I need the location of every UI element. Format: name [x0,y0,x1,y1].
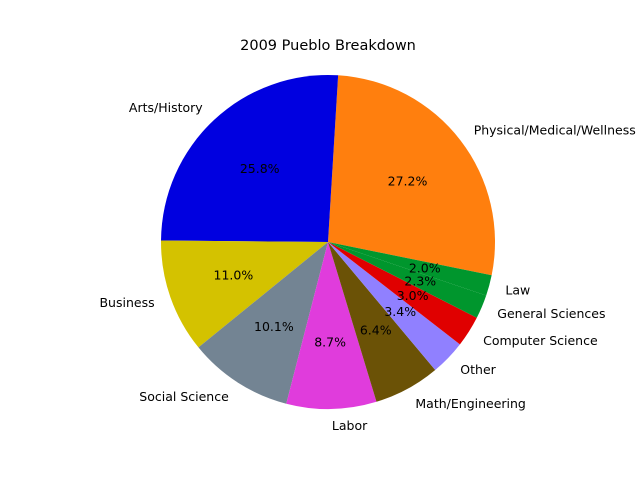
pie-slice-arts-history [161,75,339,243]
chart-title: 2009 Pueblo Breakdown [240,38,416,54]
pie-slice-business [161,240,328,348]
pie-slice-general-sciences [328,242,487,318]
pct-label-math-engineering: 6.4% [360,323,392,338]
slice-label-social-science: Social Science [139,389,229,404]
slice-label-physical-medical-wellness: Physical/Medical/Wellness [474,123,636,138]
pie-slice-physical-medical-wellness [328,75,496,276]
slice-labels: Physical/Medical/Wellness Arts/History Bus… [99,100,635,433]
slice-label-labor: Labor [332,418,368,433]
slice-label-other: Other [460,362,496,377]
slice-label-arts-history: Arts/History [129,100,203,115]
pct-label-law: 2.0% [409,261,441,276]
slice-label-business: Business [99,295,154,310]
slice-label-computer-science: Computer Science [483,333,598,348]
slice-label-general-sciences: General Sciences [497,306,605,321]
pct-label-arts-history: 25.8% [240,161,280,176]
pct-label-general-sciences: 2.3% [404,273,436,288]
pct-label-computer-science: 3.0% [397,288,429,303]
slice-label-math-engineering: Math/Engineering [415,396,525,411]
pie-slice-math-engineering [328,242,436,402]
pct-label-other: 3.4% [384,304,416,319]
pie-slice-labor [286,242,377,410]
pie-slice-law [328,242,492,296]
percentage-labels: 27.2% 25.8% 11.0% 10.1% 8.7% 6.4% 3.4%3.0%2.3%… [214,161,441,350]
pct-label-physical-medical-wellness: 27.2% [388,174,428,189]
pie-slice-other [328,242,460,371]
pie-slices [161,75,496,410]
pie-slice-social-science [198,242,328,404]
pct-label-labor: 8.7% [314,335,346,350]
slice-label-law: Law [505,282,530,297]
pct-label-social-science: 10.1% [254,319,294,334]
pct-label-business: 11.0% [214,268,254,283]
pie-slice-computer-science [328,242,477,345]
